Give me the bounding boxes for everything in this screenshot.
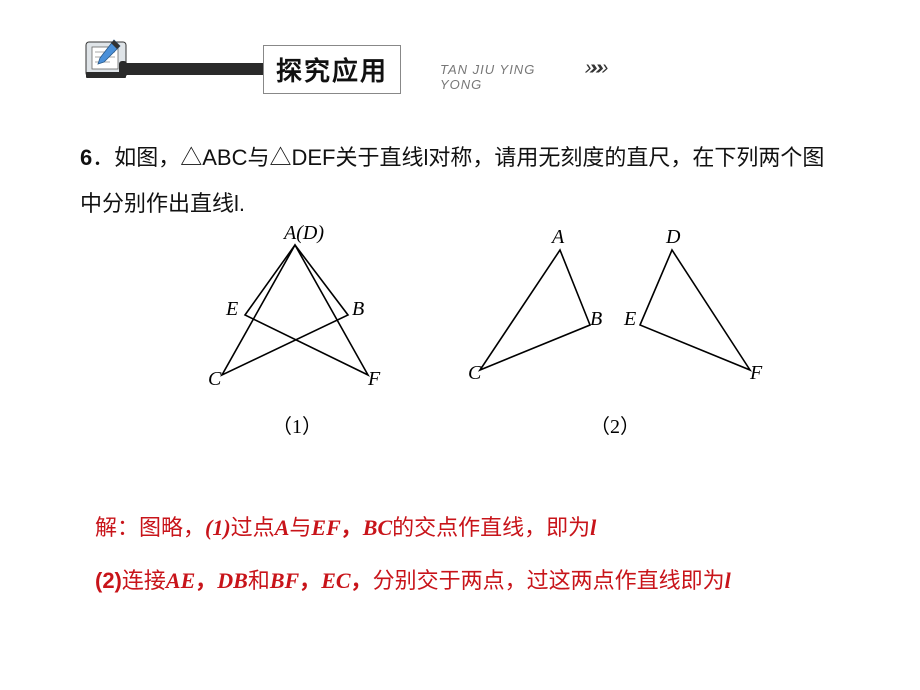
section-header: 探究应用 TAN JIU YING YONG »»» (80, 40, 560, 95)
question-text: 6．如图，△ABC与△DEF关于直线l对称，请用无刻度的直尺，在下列两个图中分别… (80, 135, 840, 227)
answer-p1-c: ， (341, 515, 363, 540)
answer-p2-BF: BF (270, 568, 299, 593)
answer-p2-c2: ， (299, 568, 321, 593)
answer-p1-A: A (275, 515, 290, 540)
label-E: E (226, 298, 238, 321)
label-A: A (552, 226, 564, 249)
figure-1: A(D) E B C F （1） (190, 240, 410, 440)
label-AD: A(D) (284, 222, 324, 245)
answer-line-1: 解：图略，(1)过点A与EF，BC的交点作直线，即为l (95, 502, 845, 555)
notepad-icon (80, 32, 135, 87)
figure-1-caption: （1） (272, 410, 322, 439)
label-B: B (590, 308, 602, 331)
label-C: C (468, 362, 481, 385)
answer-p2-DB: DB (217, 568, 248, 593)
answer-prefix: 解：图略， (95, 515, 205, 540)
question-body: ．如图，△ABC与△DEF关于直线l对称，请用无刻度的直尺，在下列两个图中分别作… (80, 145, 824, 216)
answer-p2-t1: 连接 (122, 568, 166, 593)
triangle-diagram-2 (470, 240, 770, 400)
answer-line-2: (2)连接AE，DB和BF，EC，分别交于两点，过这两点作直线即为l (95, 555, 845, 608)
figure-2: A D B E C F （2） (470, 240, 770, 440)
answer-p2-t2: 分别交于两点，过这两点作直线即为 (373, 568, 725, 593)
answer-p2-and: 和 (248, 568, 270, 593)
section-pinyin: TAN JIU YING YONG (440, 62, 560, 92)
label-F: F (750, 362, 762, 385)
figures-container: A(D) E B C F （1） A D B E C F （2） (190, 240, 770, 460)
answer-p1-t1: 过点 (231, 515, 275, 540)
answer-p1-EF: EF (311, 515, 340, 540)
answer-p1-l: l (590, 515, 596, 540)
answer-p2-c3: ， (351, 568, 373, 593)
answer-p1-num: (1) (205, 515, 231, 540)
label-B: B (352, 298, 364, 321)
answer-p1-BC: BC (363, 515, 392, 540)
answer-p2-l: l (725, 568, 731, 593)
label-D: D (666, 226, 680, 249)
section-title: 探究应用 (263, 45, 401, 94)
answer-p2-AE: AE (166, 568, 195, 593)
label-F: F (368, 368, 380, 391)
figure-2-caption: （2） (590, 410, 640, 439)
label-C: C (208, 368, 221, 391)
chevron-right-icon: »»» (585, 57, 603, 80)
answer-p2-num: (2) (95, 568, 122, 593)
answer-p1-t3: 的交点作直线，即为 (392, 515, 590, 540)
answer-text: 解：图略，(1)过点A与EF，BC的交点作直线，即为l (2)连接AE，DB和B… (95, 502, 845, 608)
answer-p2-c1: ， (195, 568, 217, 593)
answer-p2-EC: EC (321, 568, 350, 593)
header-bar (125, 63, 265, 75)
label-E: E (624, 308, 636, 331)
answer-p1-t2: 与 (289, 515, 311, 540)
question-number: 6 (80, 145, 92, 170)
